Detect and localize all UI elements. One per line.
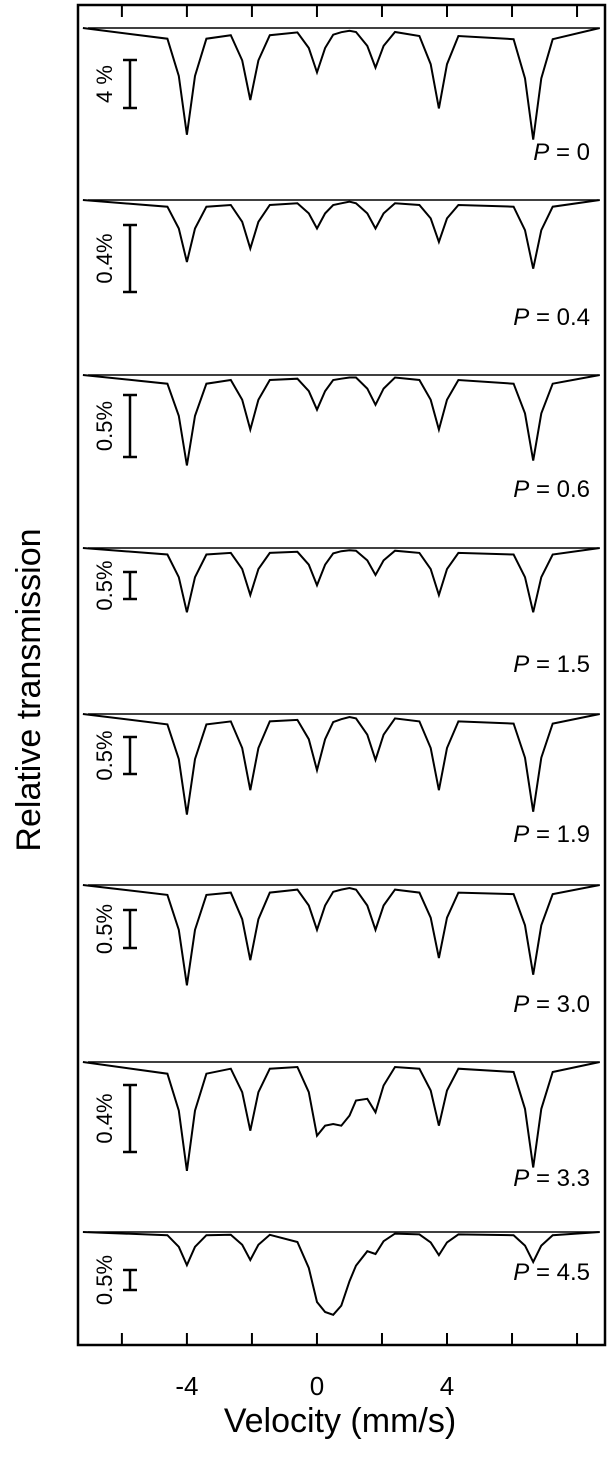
pressure-label: P = 0.6	[513, 476, 590, 503]
pressure-label: P = 1.5	[513, 651, 590, 678]
scale-bar-label: 0.4%	[92, 233, 117, 283]
scale-bar-label: 0.5%	[92, 560, 117, 610]
spectrum-fit	[82, 27, 601, 140]
pressure-label: P = 3.3	[513, 1165, 590, 1192]
spectrum-fit	[82, 199, 600, 269]
scale-bar-label: 0.4%	[92, 1093, 117, 1143]
pressure-label: P = 0.4	[513, 304, 590, 331]
spectrum-fit	[82, 547, 600, 613]
scale-bar-label: 0.5%	[92, 401, 117, 451]
pressure-label: P = 1.9	[513, 821, 590, 848]
spectrum-fit	[82, 1231, 600, 1316]
pressure-label: P = 0	[533, 139, 590, 166]
spectrum-fit	[82, 884, 600, 986]
plot-frame	[76, 3, 607, 1347]
spectrum-fit	[82, 713, 600, 815]
spectrum-fit	[82, 1061, 601, 1172]
x-tick-label: 4	[440, 1371, 454, 1401]
x-tick-label: -4	[175, 1371, 198, 1401]
scale-bar-label: 0.5%	[92, 1255, 117, 1305]
y-axis-title: Relative transmission	[10, 528, 48, 851]
x-tick-label: 0	[310, 1371, 324, 1401]
pressure-label: P = 4.5	[513, 1259, 590, 1286]
spectrum-fit	[82, 374, 600, 466]
scale-bar-label: 4 %	[92, 65, 117, 103]
scale-bar-label: 0.5%	[92, 904, 117, 954]
pressure-label: P = 3.0	[513, 991, 590, 1018]
x-axis-title: Velocity (mm/s)	[224, 1402, 456, 1440]
scale-bar-label: 0.5%	[92, 730, 117, 780]
